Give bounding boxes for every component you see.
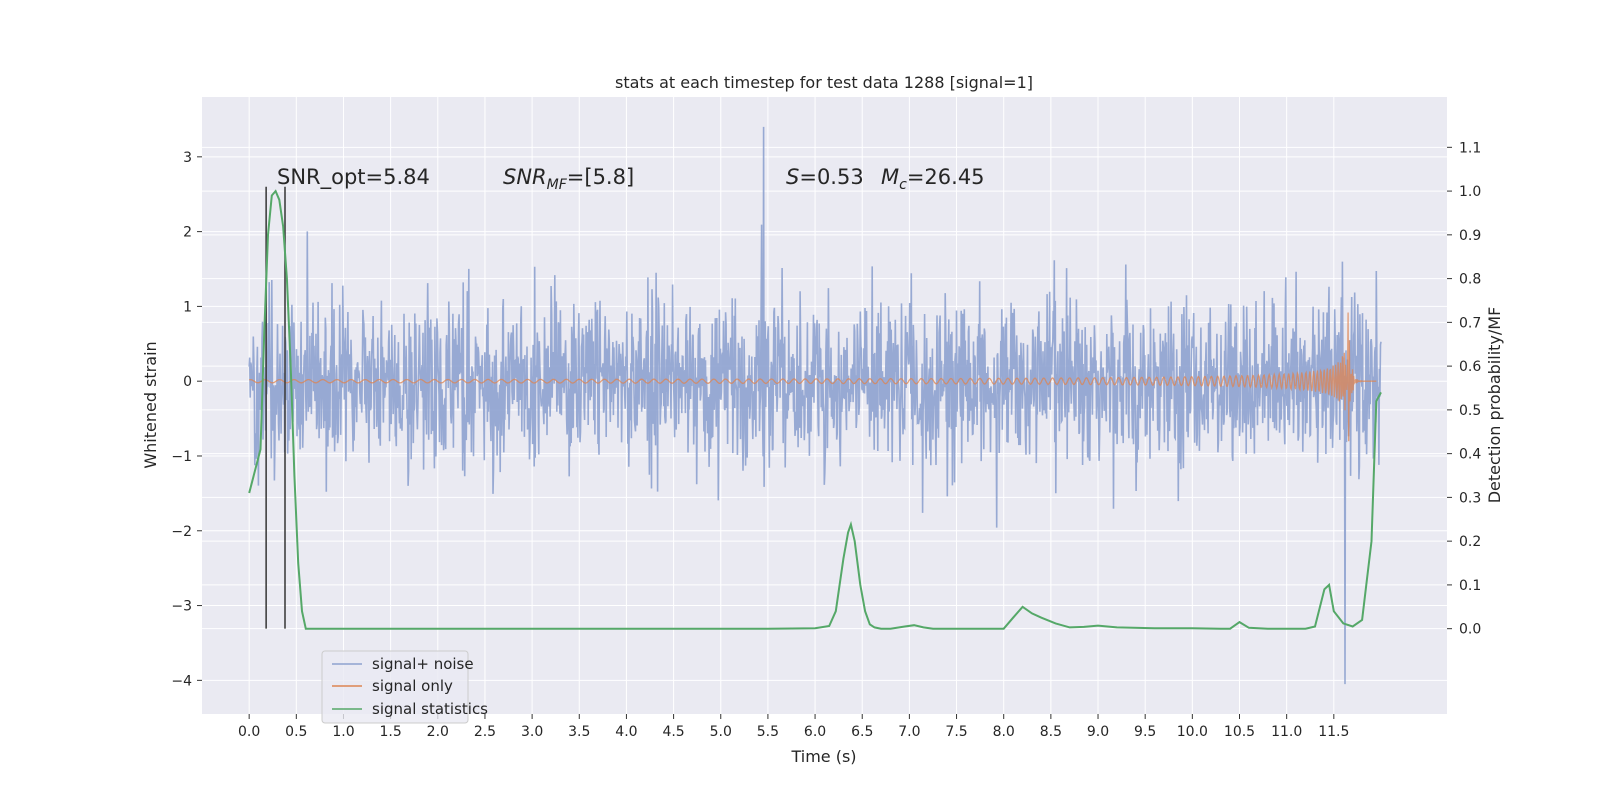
chart-title: stats at each timestep for test data 128… (615, 73, 1033, 92)
legend: signal+ noise signal only signal statist… (321, 650, 488, 724)
x-tick-label: 5.5 (757, 724, 779, 740)
annotation-mc-sub: c (899, 177, 907, 193)
x-tick-label: 10.5 (1224, 724, 1255, 740)
signal-noise-line (248, 126, 1382, 685)
x-tick-label: 11.5 (1318, 724, 1349, 740)
y-left-tick-label: 1 (183, 299, 192, 315)
x-tick-label: 0.5 (285, 724, 307, 740)
x-tick-label: 9.5 (1134, 724, 1156, 740)
x-tick-label: 6.5 (851, 724, 873, 740)
x-tick-label: 0.0 (238, 724, 260, 740)
x-axis-label: Time (s) (790, 747, 856, 766)
y-axis-left-label: Whitened strain (141, 341, 160, 468)
legend-label-signal-only: signal only (372, 677, 453, 695)
y-right-tick-label: 1.1 (1459, 140, 1481, 156)
annotation-snr-opt: SNR_opt=5.84 (277, 165, 430, 190)
annotation-snr-mf-sub: MF (547, 177, 568, 193)
x-tick-label: 6.0 (804, 724, 826, 740)
y-left-tick-label: −3 (171, 599, 192, 615)
x-tick-label: 3.0 (521, 724, 543, 740)
annotation-snr-mf-base: SNR (503, 165, 547, 189)
y-left-tick-label: 2 (183, 225, 192, 241)
annotation-mc-base: M (881, 165, 899, 189)
y-right-tick-label: 0.8 (1459, 272, 1481, 288)
annotation-snr-mf: SNRMF=[5.8] (503, 165, 634, 193)
y-left-tick-label: −4 (171, 673, 192, 689)
signal-noise-series (248, 126, 1382, 685)
annotations: SNR_opt=5.84 SNRMF=[5.8] S=0.53 Mc=26.45 (277, 165, 985, 193)
y-right-tick-label: 0.2 (1459, 534, 1481, 550)
axis-ticks: 0.0 0.5 1.0 1.5 2.0 2.5 3.0 3.5 4.0 4.5 5.0 5.5 6.0 6… (171, 140, 1481, 740)
signal-statistics-series (248, 189, 1382, 630)
annotation-snr-mf-rest: =[5.8] (567, 165, 634, 189)
x-tick-label: 5.0 (710, 724, 732, 740)
x-tick-label: 7.0 (898, 724, 920, 740)
x-tick-label: 8.0 (993, 724, 1015, 740)
x-tick-label: 7.5 (945, 724, 967, 740)
annotation-s: S=0.53 (786, 165, 864, 189)
x-tick-label: 2.5 (474, 724, 496, 740)
annotation-s-rest: =0.53 (799, 165, 863, 189)
legend-box (321, 650, 469, 724)
annotation-s-base: S (786, 165, 799, 189)
y-right-tick-label: 0.6 (1459, 359, 1481, 375)
annotation-mc-rest: =26.45 (907, 165, 985, 189)
y-right-tick-label: 0.4 (1459, 447, 1481, 463)
y-right-tick-label: 0.3 (1459, 490, 1481, 506)
y-right-tick-label: 0.9 (1459, 228, 1481, 244)
legend-label-signal-statistics: signal statistics (372, 700, 488, 718)
x-tick-label: 1.5 (380, 724, 402, 740)
x-tick-label: 10.0 (1177, 724, 1208, 740)
x-tick-label: 4.0 (615, 724, 637, 740)
x-tick-label: 3.5 (568, 724, 590, 740)
y-right-tick-label: 0.0 (1459, 622, 1481, 638)
signal-only-series (248, 312, 1377, 442)
x-tick-label: 11.0 (1271, 724, 1302, 740)
y-left-tick-label: −1 (171, 449, 192, 465)
y-right-tick-label: 0.1 (1459, 578, 1481, 594)
y-right-tick-label: 0.7 (1459, 315, 1481, 331)
signal-only-line (248, 312, 1377, 442)
x-tick-label: 8.5 (1040, 724, 1062, 740)
y-right-tick-label: 0.5 (1459, 403, 1481, 419)
signal-statistics-line (248, 189, 1382, 630)
y-left-tick-label: 0 (183, 374, 192, 390)
annotation-mc: Mc=26.45 (881, 165, 985, 193)
x-tick-label: 9.0 (1087, 724, 1109, 740)
legend-label-signal-noise: signal+ noise (372, 655, 474, 673)
y-axis-right-label: Detection probability/MF (1485, 307, 1504, 504)
x-tick-label: 1.0 (332, 724, 354, 740)
y-left-tick-label: 3 (183, 150, 192, 166)
x-tick-label: 4.5 (662, 724, 684, 740)
y-left-tick-label: −2 (171, 524, 192, 540)
y-right-tick-label: 1.0 (1459, 184, 1481, 200)
x-tick-label: 2.0 (427, 724, 449, 740)
